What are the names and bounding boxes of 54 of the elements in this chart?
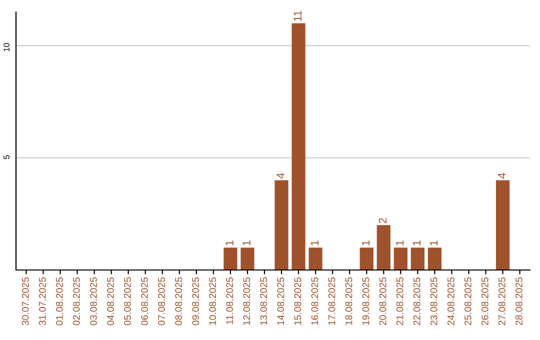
x-tick-label: 03.08.2025	[90, 277, 97, 326]
x-tick-label: 17.08.2025	[328, 277, 336, 325]
y-tick-label: 5	[4, 155, 10, 160]
bar	[224, 248, 238, 270]
bar	[410, 248, 424, 270]
x-tick-label: 22.08.2025	[413, 277, 420, 326]
x-tick-label: 26.08.2025	[481, 277, 488, 326]
x-tick-label: 14.08.2025	[277, 277, 284, 325]
data-label: 1	[412, 240, 421, 246]
x-tick-label: 01.08.2025	[56, 277, 63, 326]
x-tick-label: 13.08.2025	[260, 277, 268, 325]
bar	[240, 248, 254, 270]
data-label: 1	[396, 240, 404, 246]
x-tick-label: 19.08.2025	[362, 277, 370, 325]
data-label: 4	[498, 173, 506, 179]
data-label: 1	[310, 240, 318, 246]
x-tick-label: 23.08.2025	[430, 277, 438, 326]
x-tick-label: 04.08.2025	[107, 277, 114, 326]
x-tick-label: 05.08.2025	[124, 277, 131, 326]
x-tick-label: 10.08.2025	[209, 277, 216, 325]
x-tick-label: 27.08.2025	[498, 277, 506, 326]
x-tick-label: 07.08.2025	[158, 277, 165, 326]
bar	[274, 180, 288, 270]
data-label: 1	[362, 240, 370, 246]
x-tick-label: 31.07.2025	[38, 277, 46, 326]
data-label: 2	[378, 218, 386, 224]
bar	[428, 248, 442, 270]
x-tick-label: 21.08.2025	[396, 277, 404, 326]
x-tick-label: 30.07.2025	[22, 277, 29, 326]
y-tick-label: 10	[4, 42, 10, 52]
data-label: 11	[294, 10, 302, 21]
x-tick-label: 09.08.2025	[192, 277, 200, 326]
x-tick-label: 06.08.2025	[141, 277, 148, 326]
x-tick-label: 11.08.2025	[226, 277, 234, 324]
x-tick-label: 25.08.2025	[464, 277, 472, 326]
x-tick-label: 15.08.2025	[294, 277, 302, 325]
x-tick-label: 02.08.2025	[72, 277, 80, 326]
x-tick-label: 08.08.2025	[175, 277, 182, 326]
data-label: 1	[430, 240, 438, 246]
bar	[308, 248, 322, 270]
bar	[394, 248, 408, 270]
data-label: 4	[276, 173, 284, 179]
bar	[360, 248, 374, 270]
bar	[376, 225, 390, 270]
x-tick-label: 20.08.2025	[379, 277, 386, 326]
bar	[292, 23, 306, 270]
data-label: 1	[226, 240, 234, 246]
x-tick-label: 16.08.2025	[311, 277, 318, 325]
x-tick-label: 18.08.2025	[345, 277, 352, 325]
x-tick-label: 12.08.2025	[243, 277, 250, 325]
x-tick-label: 28.08.2025	[516, 277, 522, 326]
bar	[496, 180, 510, 270]
data-label: 1	[242, 240, 250, 246]
x-tick-label: 24.08.2025	[447, 277, 454, 326]
